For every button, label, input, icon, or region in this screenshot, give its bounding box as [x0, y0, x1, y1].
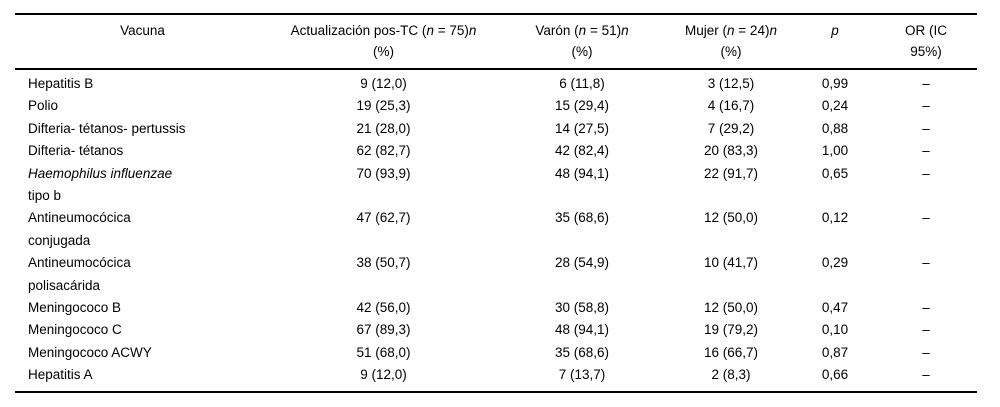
or-ic95-cell: –: [922, 210, 930, 226]
p-value-cell: 0,99: [821, 76, 849, 91]
vaccination-table: Vacuna Actualización pos-TC (n = 75)n (%…: [15, 13, 977, 393]
mujer-n-pct-cell: 2 (8,3): [711, 367, 751, 383]
vaccine-name-cell: Polio: [28, 98, 59, 114]
total-n-pct-cell: 70 (93,9): [356, 165, 411, 181]
total-n-pct-cell: 51 (68,0): [356, 344, 411, 360]
total-n-pct-cell: 19 (25,3): [356, 98, 411, 114]
vaccine-name-cell: Difteria- tétanos: [28, 143, 124, 159]
or-ic95-cell: –: [922, 143, 930, 159]
p-value-cell: 0,29: [821, 255, 849, 271]
total-n-pct-cell: 47 (62,7): [356, 210, 411, 226]
mujer-n-pct-cell: 22 (91,7): [703, 165, 759, 181]
mujer-n-pct-cell: 4 (16,7): [707, 98, 755, 114]
column-header-or-ic95: OR (IC 95%): [875, 14, 977, 70]
column-header-vacuna-label: Vacuna: [120, 23, 165, 38]
table-row: Meningococo ACWY 51 (68,0) 35 (68,6) 16 (66…: [15, 342, 977, 364]
vaccine-name-cell: Antineumocócica polisacárida: [28, 255, 131, 293]
column-header-varon-line1: Varón (n = 51)n: [535, 23, 629, 38]
vaccine-name-cell: Haemophilus influenzae tipo b: [28, 165, 173, 204]
varon-n-pct-cell: 28 (54,9): [554, 255, 610, 271]
varon-n-pct-cell: 35 (68,6): [554, 344, 610, 360]
table-row: Haemophilus influenzae tipo b 70 (93,9) 48 …: [15, 163, 977, 208]
p-value-cell: 0,87: [821, 344, 849, 360]
column-header-vacuna: Vacuna: [15, 14, 270, 70]
mujer-n-pct-cell: 16 (66,7): [703, 344, 759, 360]
varon-n-pct-cell: 48 (94,1): [554, 165, 610, 181]
column-header-or-line2: 95%): [910, 44, 942, 59]
vaccine-name-cell: Hepatitis B: [28, 76, 94, 91]
or-ic95-cell: –: [922, 255, 930, 271]
table-row: Polio 19 (25,3) 15 (29,4) 4 (16,7) 0,24 –: [15, 95, 977, 117]
mujer-n-pct-cell: 12 (50,0): [703, 210, 759, 226]
or-ic95-cell: –: [922, 322, 930, 338]
table-row: Hepatitis B 9 (12,0) 6 (11,8) 3 (12,5) 0,99 –: [15, 69, 977, 95]
vaccine-name-cell: Meningococo C: [28, 322, 122, 338]
or-ic95-cell: –: [922, 98, 930, 114]
table-row: Antineumocócica conjugada 47 (62,7) 35 (68,…: [15, 207, 977, 252]
vaccination-table-wrap: Vacuna Actualización pos-TC (n = 75)n (%…: [15, 13, 977, 393]
varon-n-pct-cell: 42 (82,4): [554, 143, 610, 159]
or-ic95-cell: –: [922, 76, 930, 91]
table-row: Meningococo B 42 (56,0) 30 (58,8) 12 (50,0)…: [15, 297, 977, 319]
p-value-cell: 0,12: [821, 210, 849, 226]
header-row: Vacuna Actualización pos-TC (n = 75)n (%…: [15, 14, 977, 70]
table-row: Meningococo C 67 (89,3) 48 (94,1) 19 (79,2)…: [15, 319, 977, 341]
vaccine-name-cell: Meningococo B: [28, 300, 122, 316]
vaccine-name-cell: Difteria- tétanos- pertussis: [28, 120, 186, 136]
total-n-pct-cell: 42 (56,0): [356, 300, 411, 316]
table-row: Antineumocócica polisacárida 38 (50,7) 28 (…: [15, 252, 977, 297]
varon-n-pct-cell: 14 (27,5): [554, 120, 610, 136]
column-header-mujer-line1: Mujer (n = 24)n: [685, 23, 777, 38]
varon-n-pct-cell: 35 (68,6): [554, 210, 610, 226]
mujer-n-pct-cell: 7 (29,2): [707, 120, 755, 136]
table-body: Hepatitis B 9 (12,0) 6 (11,8) 3 (12,5) 0,99 –…: [15, 69, 977, 392]
column-header-actualizacion-line2: (%): [373, 44, 394, 59]
total-n-pct-cell: 62 (82,7): [356, 143, 411, 159]
p-value-cell: 0,10: [821, 322, 849, 338]
table-header: Vacuna Actualización pos-TC (n = 75)n (%…: [15, 14, 977, 70]
varon-n-pct-cell: 7 (13,7): [558, 367, 606, 383]
or-ic95-cell: –: [922, 165, 930, 181]
mujer-n-pct-cell: 19 (79,2): [703, 322, 759, 338]
varon-n-pct-cell: 48 (94,1): [554, 322, 610, 338]
column-header-or-line1: OR (IC: [905, 23, 947, 38]
or-ic95-cell: –: [922, 367, 930, 383]
or-ic95-cell: –: [922, 344, 930, 360]
column-header-mujer: Mujer (n = 24)n (%): [667, 14, 795, 70]
total-n-pct-cell: 21 (28,0): [356, 120, 411, 136]
varon-n-pct-cell: 15 (29,4): [554, 98, 610, 114]
table-row: Difteria- tétanos 62 (82,7) 42 (82,4) 20 (8…: [15, 140, 977, 162]
mujer-n-pct-cell: 3 (12,5): [707, 76, 755, 91]
or-ic95-cell: –: [922, 120, 930, 136]
column-header-varon-line2: (%): [571, 44, 593, 59]
column-header-actualizacion-pos-tc: Actualización pos-TC (n = 75)n (%): [270, 14, 497, 70]
p-value-cell: 0,88: [821, 120, 849, 136]
mujer-n-pct-cell: 12 (50,0): [703, 300, 759, 316]
table-row: Difteria- tétanos- pertussis 21 (28,0) 14 …: [15, 118, 977, 140]
mujer-n-pct-cell: 20 (83,3): [703, 143, 759, 159]
p-value-cell: 0,24: [821, 98, 849, 114]
total-n-pct-cell: 9 (12,0): [360, 367, 407, 383]
column-header-p-label: p: [831, 23, 839, 38]
vaccine-name-cell: Meningococo ACWY: [28, 344, 152, 360]
total-n-pct-cell: 67 (89,3): [356, 322, 411, 338]
total-n-pct-cell: 9 (12,0): [360, 76, 407, 91]
varon-n-pct-cell: 6 (11,8): [559, 76, 605, 91]
vaccine-name-cell: Antineumocócica conjugada: [28, 210, 131, 248]
vaccine-name-cell: Hepatitis A: [28, 367, 93, 383]
or-ic95-cell: –: [922, 300, 930, 316]
varon-n-pct-cell: 30 (58,8): [554, 300, 610, 316]
p-value-cell: 0,65: [821, 165, 849, 181]
column-header-p-value: p: [795, 14, 875, 70]
p-value-cell: 0,47: [821, 300, 849, 316]
table-row: Hepatitis A 9 (12,0) 7 (13,7) 2 (8,3) 0,66 –: [15, 364, 977, 391]
p-value-cell: 1,00: [821, 143, 849, 159]
mujer-n-pct-cell: 10 (41,7): [703, 255, 759, 271]
p-value-cell: 0,66: [821, 367, 849, 383]
column-header-actualizacion-line1: Actualización pos-TC (n = 75)n: [290, 23, 477, 38]
column-header-mujer-line2: (%): [720, 44, 742, 59]
column-header-varon: Varón (n = 51)n (%): [497, 14, 667, 70]
total-n-pct-cell: 38 (50,7): [356, 255, 411, 271]
